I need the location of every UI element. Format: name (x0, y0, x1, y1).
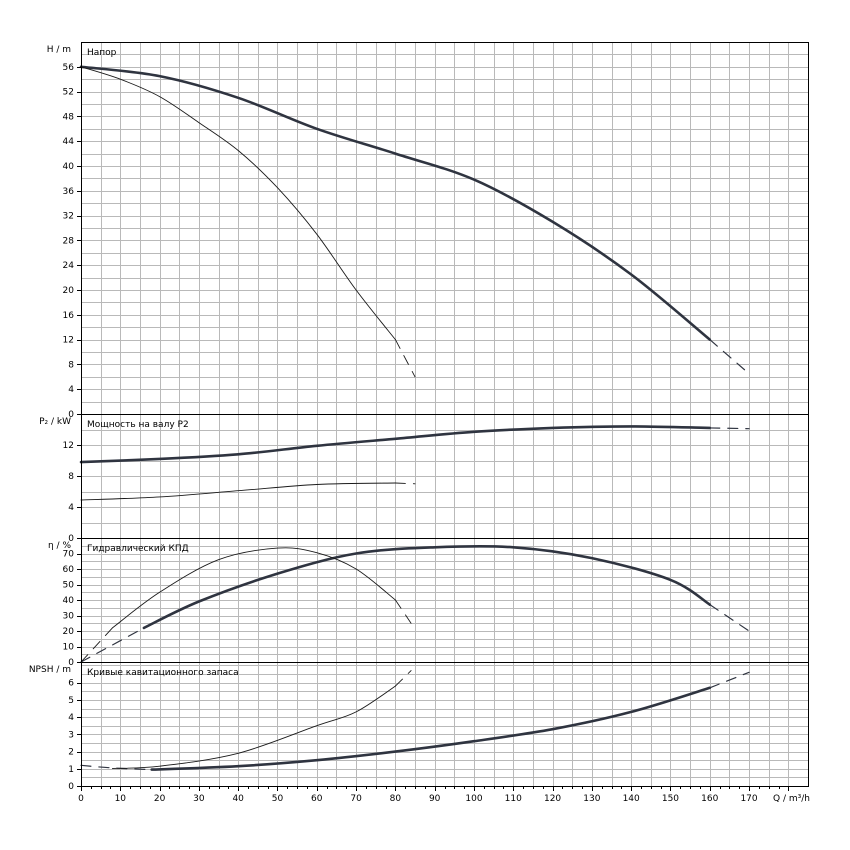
x-tick-label: 30 (193, 794, 205, 804)
efficiency-thin-curve-dashed-start (80, 627, 113, 663)
power-panel-title: Мощность на валу P2 (87, 420, 189, 430)
power-y-tick-label: 12 (63, 441, 74, 451)
x-tick-label: 110 (505, 794, 522, 804)
power-y-tick-label: 0 (68, 534, 74, 544)
npsh-y-tick-label: 5 (68, 696, 74, 706)
head-panel-title: Напор (87, 48, 117, 58)
x-tick-label: 80 (390, 794, 402, 804)
head-thick-curve-dashed-end (709, 339, 750, 375)
x-tick-label: 100 (465, 794, 482, 804)
power-thick-curve-dashed-end (709, 427, 750, 430)
npsh-thick-curve-dashed-start (80, 764, 153, 771)
power-thick-curve (79, 425, 712, 464)
efficiency-y-tick-label: 20 (63, 627, 75, 637)
head-y-tick-label: 44 (63, 137, 75, 147)
x-tick-label: 40 (232, 794, 244, 804)
head-y-tick-label: 36 (63, 187, 75, 197)
efficiency-y-tick-label: 40 (63, 596, 75, 606)
efficiency-y-tick-label: 10 (63, 643, 75, 653)
efficiency-y-tick-label: 60 (63, 565, 75, 575)
power-thin-curve (80, 482, 396, 501)
x-tick-label: 90 (429, 794, 441, 804)
x-tick-label: 170 (740, 794, 757, 804)
efficiency-y-axis-label: η / % (48, 541, 71, 551)
panel-frames (77, 42, 809, 791)
npsh-y-tick-label: 0 (68, 782, 74, 792)
npsh-y-tick-label: 2 (68, 748, 74, 758)
head-y-axis-label: H / m (47, 45, 71, 55)
head-y-tick-label: 52 (63, 88, 74, 98)
x-tick-label: 150 (662, 794, 679, 804)
x-tick-label: 160 (701, 794, 718, 804)
x-tick-label: 140 (623, 794, 640, 804)
x-tick-label: 70 (350, 794, 362, 804)
efficiency-y-tick-label: 70 (63, 550, 75, 560)
x-tick-label: 10 (115, 794, 127, 804)
power-thin-curve-dashed-end (394, 482, 416, 485)
head-y-tick-label: 12 (63, 336, 74, 346)
curves (79, 65, 750, 771)
x-tick-label: 20 (154, 794, 166, 804)
efficiency-y-tick-label: 0 (68, 658, 74, 668)
efficiency-panel-title: Гидравлический КПД (87, 544, 189, 554)
head-thick-curve (79, 65, 712, 341)
npsh-y-tick-label: 3 (68, 730, 74, 740)
head-y-tick-label: 8 (68, 360, 74, 370)
x-tick-label: 50 (272, 794, 284, 804)
npsh-y-tick-label: 4 (68, 713, 74, 723)
head-y-tick-label: 4 (68, 385, 74, 395)
head-y-tick-label: 32 (63, 212, 74, 222)
head-y-tick-label: 16 (63, 311, 75, 321)
efficiency-y-tick-label: 30 (63, 612, 75, 622)
head-y-tick-label: 24 (63, 261, 75, 271)
head-y-tick-label: 56 (63, 63, 75, 73)
head-thin-curve-dashed-end (394, 339, 416, 378)
npsh-y-tick-label: 1 (68, 765, 74, 775)
npsh-thick-curve-dashed-end (709, 671, 750, 689)
efficiency-thick-curve-dashed-start (80, 627, 145, 663)
efficiency-thin-curve (111, 547, 396, 629)
x-axis-label: Q / m³/h (773, 794, 810, 804)
head-y-tick-label: 48 (63, 112, 75, 122)
npsh-thin-curve (111, 685, 396, 769)
power-y-tick-label: 8 (68, 472, 74, 482)
head-y-tick-label: 28 (63, 236, 75, 246)
head-y-tick-label: 0 (68, 410, 74, 420)
efficiency-y-tick-label: 50 (63, 581, 75, 591)
npsh-thin-curve-dashed-end (394, 670, 412, 687)
x-tick-label: 60 (311, 794, 323, 804)
efficiency-thick-curve (142, 544, 712, 630)
npsh-y-axis-label: NPSH / m (29, 665, 71, 675)
head-y-tick-label: 20 (63, 286, 75, 296)
x-tick-label: 130 (583, 794, 600, 804)
npsh-y-tick-label: 6 (68, 679, 74, 689)
head-y-tick-label: 40 (63, 162, 75, 172)
efficiency-thick-curve-dashed-end (709, 604, 750, 632)
power-y-tick-label: 4 (68, 503, 74, 513)
efficiency-thin-curve-dashed-end (394, 599, 412, 624)
power-y-axis-label: P₂ / kW (39, 417, 71, 427)
npsh-thick-curve (150, 686, 712, 771)
npsh-panel-title: Кривые кавитационного запаса (87, 668, 239, 678)
x-tick-label: 0 (78, 794, 84, 804)
head-thin-curve (80, 66, 396, 341)
x-tick-label: 120 (544, 794, 561, 804)
